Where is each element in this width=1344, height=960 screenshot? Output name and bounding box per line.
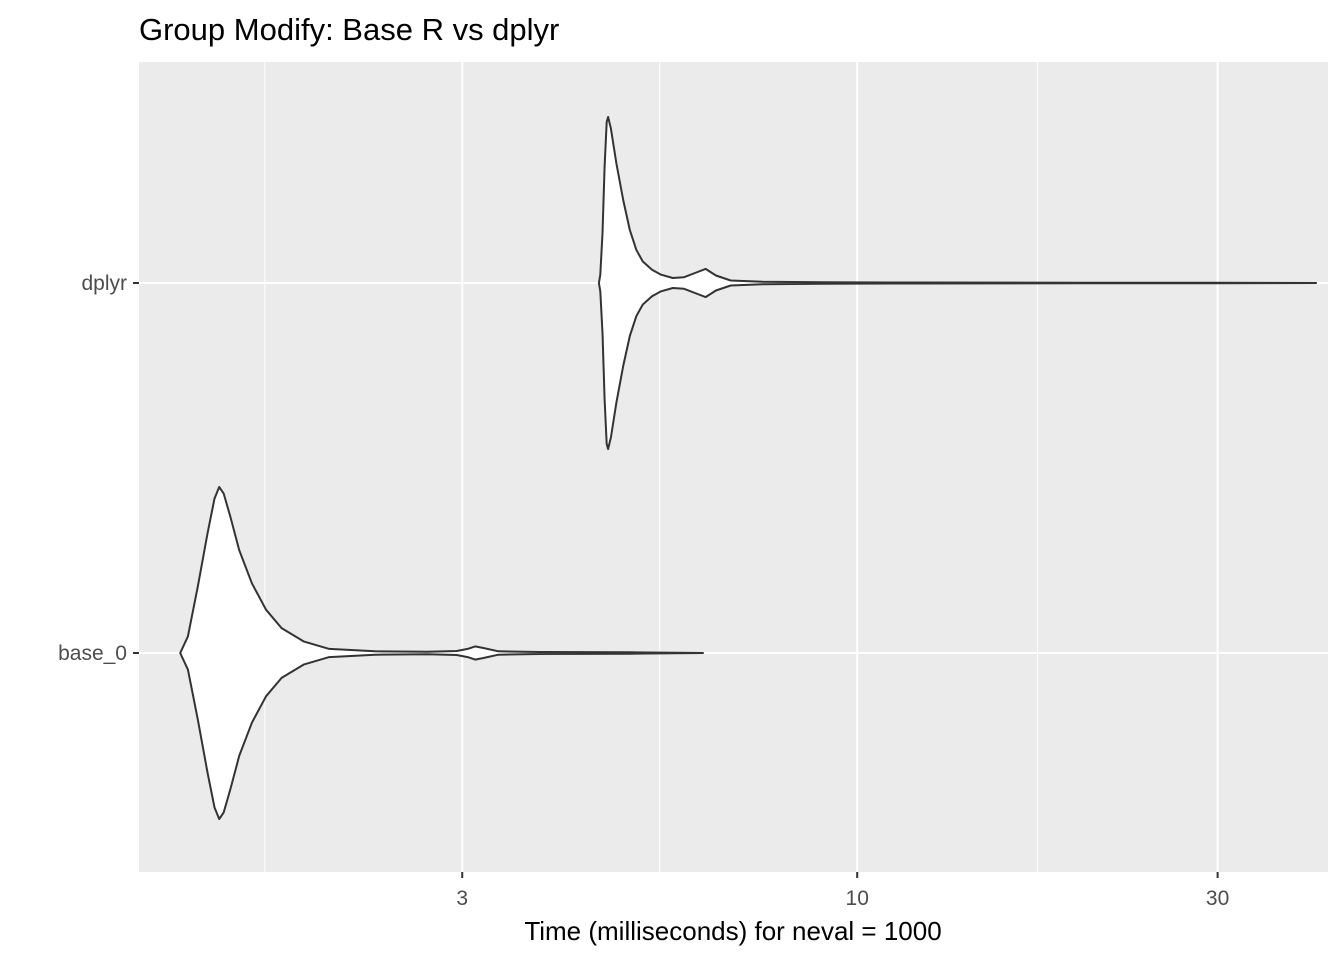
- x-tick-label: 10: [846, 887, 869, 910]
- chart-title: Group Modify: Base R vs dplyr: [139, 12, 559, 47]
- violin-base_0: [179, 486, 704, 820]
- violin-series: [179, 116, 1318, 820]
- y-axis: dplyr base_0: [58, 272, 139, 665]
- x-axis-title: Time (milliseconds) for neval = 1000: [524, 916, 941, 946]
- y-tick-label: base_0: [58, 642, 127, 665]
- x-axis: 3 10 30: [456, 872, 1229, 910]
- minor-gridlines: [264, 62, 1038, 872]
- plot-panel: [139, 62, 1328, 872]
- x-tick-label: 30: [1206, 887, 1229, 910]
- y-tick-label: dplyr: [81, 272, 127, 295]
- violin-dplyr: [597, 116, 1318, 450]
- x-tick-label: 3: [456, 887, 468, 910]
